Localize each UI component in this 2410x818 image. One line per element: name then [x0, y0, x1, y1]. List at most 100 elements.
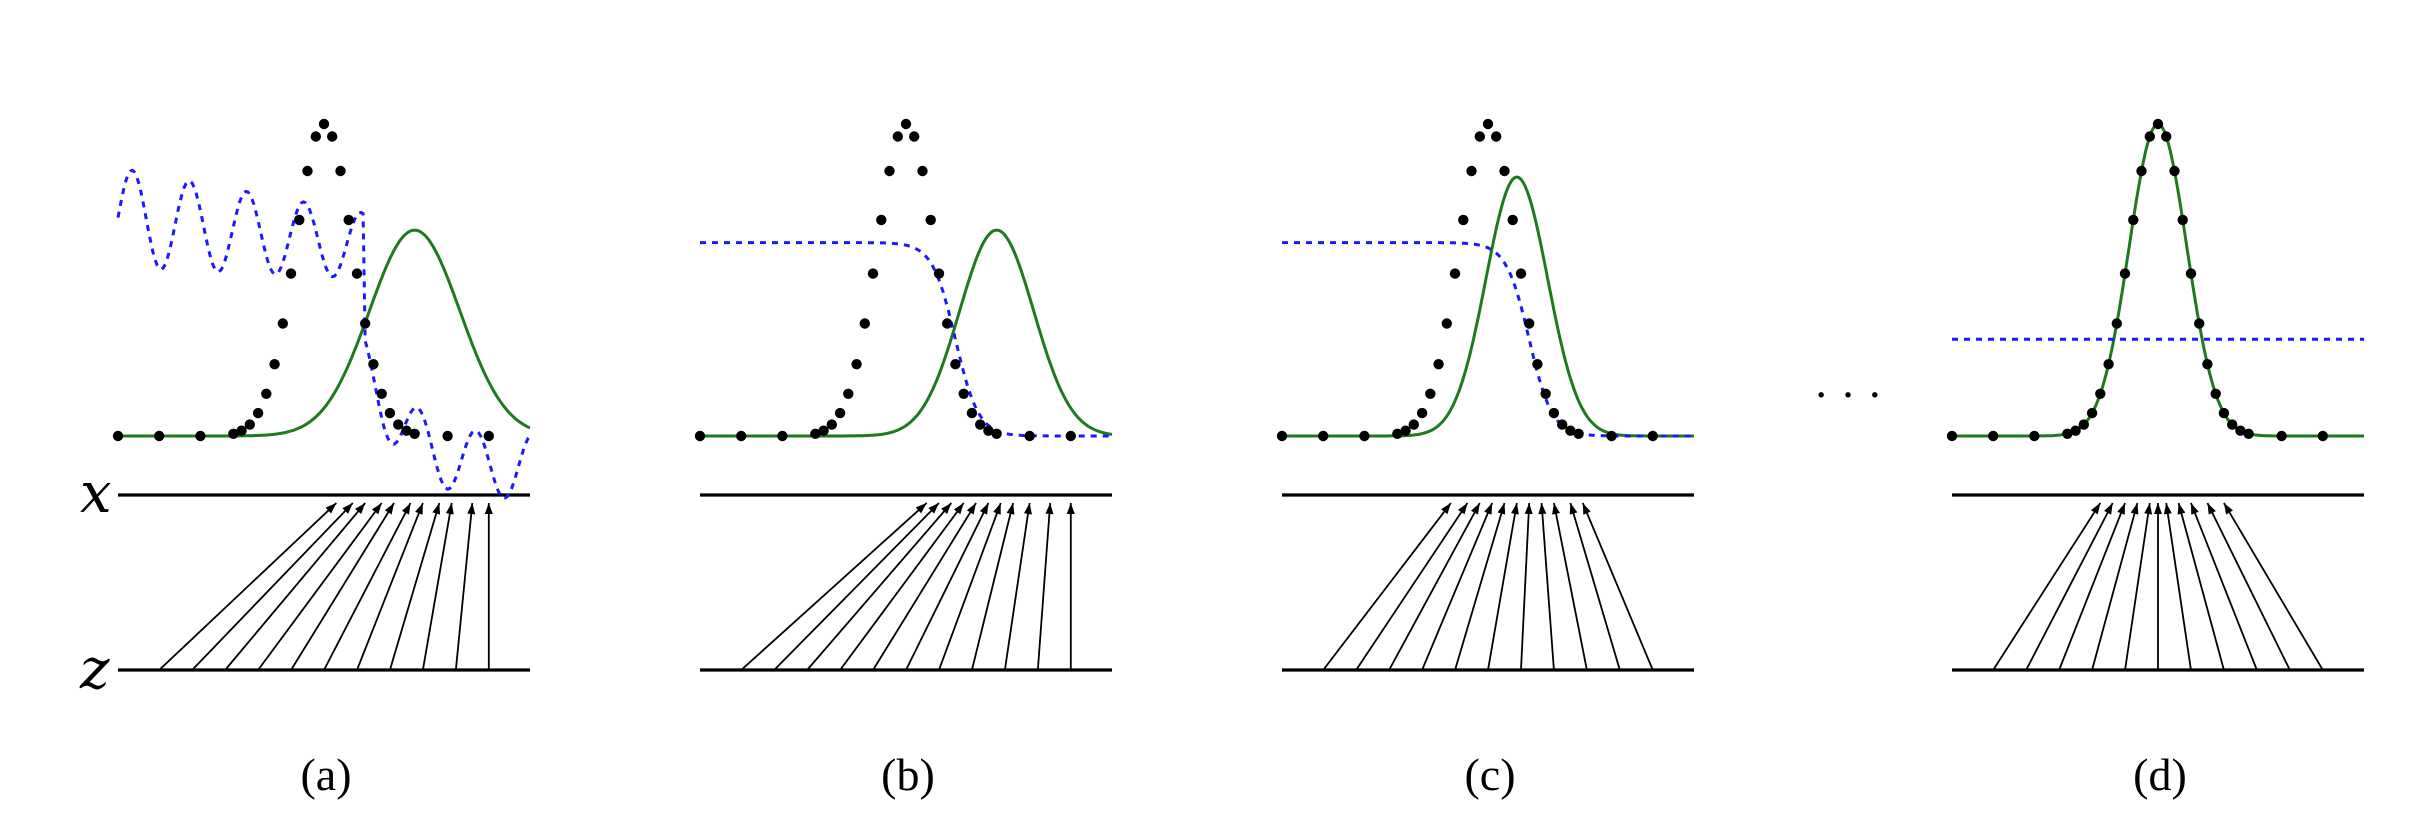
mapping-arrow [2091, 502, 2139, 671]
data-point [2317, 430, 2328, 442]
data-point [228, 428, 239, 439]
mapping-arrow [1569, 502, 1621, 671]
mapping-arrow [971, 502, 1015, 671]
data-point [2029, 430, 2040, 442]
mapping-arrow [454, 502, 476, 671]
data-point [1318, 430, 1329, 442]
data-point [1482, 118, 1494, 130]
data-point [261, 388, 272, 399]
panel-c-plot [1276, 118, 1694, 672]
data-point [335, 165, 346, 177]
mapping-arrow [1520, 502, 1533, 671]
data-point [950, 359, 961, 370]
data-point [777, 430, 788, 442]
data-point [892, 131, 903, 142]
data-point [294, 214, 305, 226]
data-distribution-dots [112, 118, 494, 442]
mapping-arrow [1487, 502, 1519, 671]
data-point [244, 419, 255, 430]
data-distribution-dots [1946, 118, 2328, 442]
data-point [2128, 214, 2139, 226]
mapping-arrow [389, 502, 441, 671]
mapping-arrow [2124, 502, 2153, 671]
mapping-arrow [2154, 503, 2162, 670]
data-point [368, 359, 379, 370]
panel-d-caption: (d) [2133, 749, 2187, 800]
data-point [2218, 407, 2230, 419]
model-density-curve [700, 228, 1113, 438]
data-point [2119, 268, 2131, 279]
mapping-arrow [1003, 502, 1032, 671]
data-point [991, 428, 1002, 439]
mapping-arrow [872, 502, 977, 671]
data-point [351, 268, 363, 279]
data-point [900, 118, 912, 130]
data-point [1491, 131, 1502, 142]
data-point [195, 430, 206, 442]
data-point [1532, 359, 1543, 370]
panel-a: x z (a) [79, 118, 532, 800]
data-point [376, 388, 387, 399]
data-point [2103, 359, 2114, 370]
mapping-arrow [2206, 502, 2291, 671]
data-point [2086, 407, 2098, 419]
model-density-curve [1952, 122, 2364, 438]
data-point [2235, 425, 2246, 436]
data-point [2161, 131, 2172, 142]
mapping-arrow [1322, 502, 1452, 671]
data-point [736, 430, 747, 442]
x-axis-label: x [80, 461, 112, 526]
data-point [384, 407, 396, 419]
mapping-arrow [2025, 502, 2114, 671]
data-point [1441, 318, 1453, 329]
data-point [2152, 118, 2164, 130]
data-point [2202, 359, 2213, 370]
mapping-arrow [773, 502, 940, 671]
mapping-arrow [2190, 502, 2258, 671]
data-point [2227, 419, 2238, 430]
data-point [917, 165, 928, 177]
mapping-arrow [191, 502, 354, 671]
ellipsis: · · · [1814, 369, 1883, 420]
mapping-arrow [740, 502, 928, 671]
data-point [2276, 430, 2287, 442]
data-point [1515, 268, 1527, 279]
data-point [884, 165, 895, 177]
panel-c: (c) [1276, 118, 1694, 800]
data-point [393, 419, 404, 430]
data-point [2177, 214, 2188, 226]
data-point [409, 428, 420, 439]
data-point [1425, 388, 1436, 399]
data-point [112, 430, 124, 442]
panel-b-caption: (b) [881, 749, 935, 800]
mapping-arrow [224, 502, 366, 671]
data-point [694, 430, 706, 442]
data-point [983, 425, 994, 436]
mapping-arrow [2223, 502, 2324, 671]
model-density-curve [1282, 175, 1694, 438]
panel-b-plot [694, 118, 1113, 672]
data-point [236, 425, 247, 436]
data-point [310, 131, 321, 142]
data-point [1449, 268, 1461, 279]
data-point [826, 419, 837, 430]
z-axis-label: z [79, 637, 110, 702]
data-point [2136, 165, 2147, 177]
mapping-arrow [806, 502, 953, 671]
data-point [269, 359, 280, 370]
mapping-arrow [1538, 502, 1555, 671]
data-point [483, 430, 494, 442]
data-point [1946, 430, 1958, 442]
mapping-arrow [290, 502, 395, 671]
data-point [2095, 388, 2106, 399]
data-distribution-dots [694, 118, 1077, 442]
data-point [327, 131, 338, 142]
data-point [1400, 425, 1411, 436]
mapping-arrow [1454, 502, 1506, 671]
mapping-arrows [1992, 502, 2324, 671]
data-point [818, 425, 829, 436]
data-point [925, 214, 936, 226]
data-point [442, 430, 453, 442]
data-point [966, 407, 978, 419]
